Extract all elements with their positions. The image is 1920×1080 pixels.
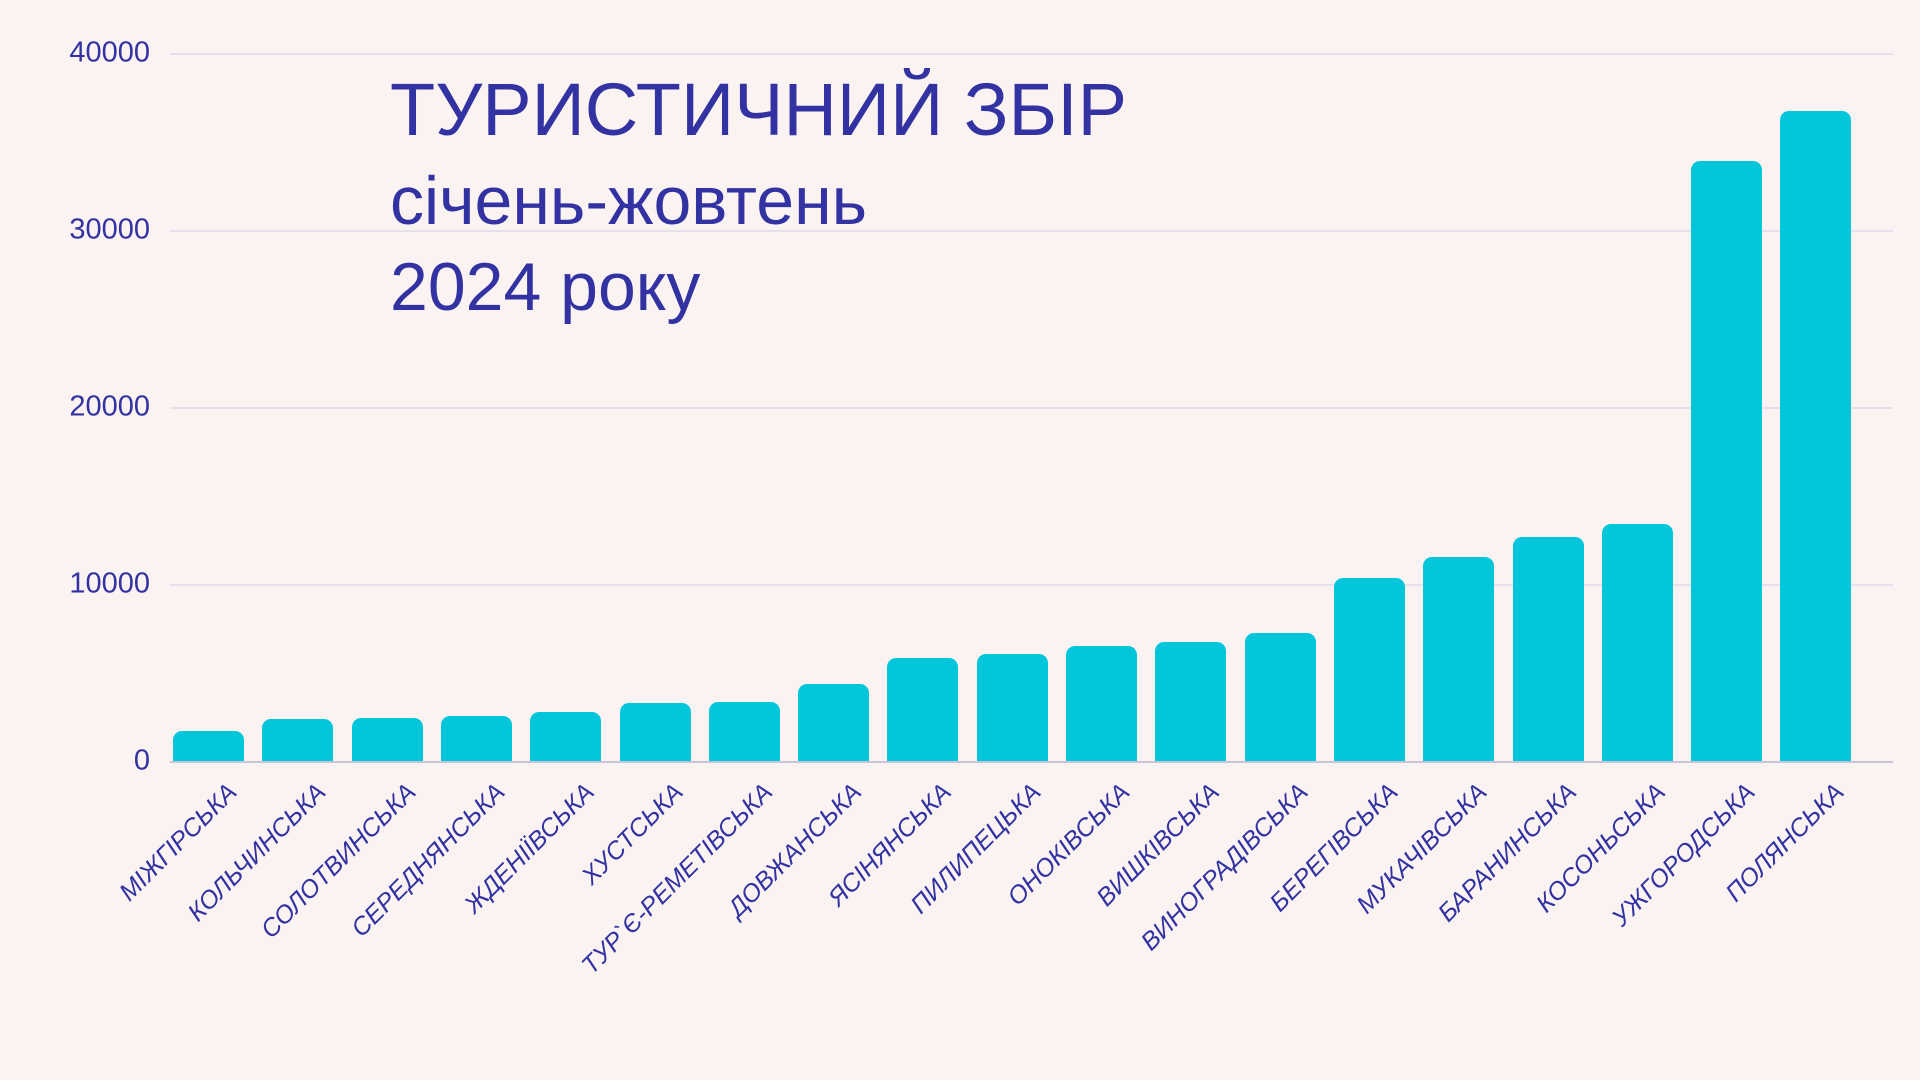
bar	[173, 730, 244, 761]
y-tick-label: 10000	[69, 567, 150, 600]
y-tick-label: 30000	[69, 213, 150, 246]
bar	[619, 702, 691, 761]
bar	[976, 654, 1048, 761]
bar	[1780, 111, 1852, 761]
bar	[440, 716, 512, 761]
gridline	[170, 53, 1893, 55]
plot-area: 0 10000 20000 30000 40000	[69, 38, 1893, 775]
gridline	[170, 584, 1893, 586]
bar	[1244, 633, 1316, 761]
bar	[798, 684, 870, 761]
y-tick-label: 0	[133, 744, 150, 777]
bar	[351, 717, 423, 761]
chart-title-line-2: січень-жовтень	[390, 163, 868, 239]
gridline	[170, 407, 1893, 409]
x-tick-label: СЕРЕДНЯНСЬКА	[345, 778, 511, 943]
bar	[887, 658, 959, 761]
bar	[1601, 524, 1673, 761]
gridline	[170, 230, 1893, 232]
bar	[1333, 577, 1405, 761]
bar	[1155, 641, 1227, 761]
y-tick-label: 40000	[69, 36, 150, 69]
bar	[1423, 557, 1495, 761]
bar	[530, 711, 602, 761]
bar	[708, 701, 780, 761]
x-tick-label: СОЛОТВИНСЬКА	[255, 778, 421, 944]
chart-title-line-1: ТУРИСТИЧНИЙ ЗБІР	[390, 68, 1128, 151]
bar	[1512, 536, 1584, 761]
y-tick-label: 20000	[69, 390, 150, 423]
bar	[262, 718, 334, 761]
x-axis-line	[170, 761, 1893, 763]
chart-title: ТУРИСТИЧНИЙ ЗБІР січень-жовтень 2024 рок…	[390, 62, 1127, 330]
x-tick-label: ВИНОГРАДІВСЬКА	[1135, 778, 1314, 957]
bar	[1691, 160, 1763, 761]
bar	[1066, 645, 1137, 761]
chart-title-line-3: 2024 року	[390, 249, 701, 325]
